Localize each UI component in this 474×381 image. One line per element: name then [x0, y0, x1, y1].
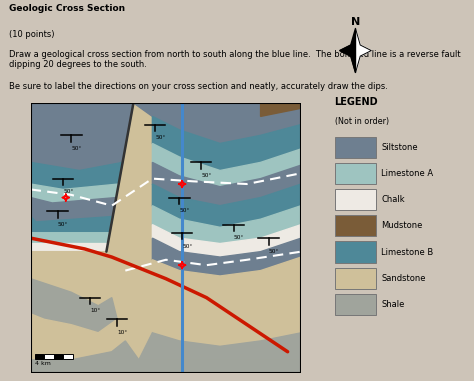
Text: Limestone B: Limestone B	[381, 248, 434, 256]
Text: Siltstone: Siltstone	[381, 142, 418, 152]
Text: Sandstone: Sandstone	[381, 274, 426, 283]
Bar	[335, 189, 376, 210]
Text: 50°: 50°	[182, 243, 192, 248]
Text: Mudstone: Mudstone	[381, 221, 423, 230]
Polygon shape	[152, 224, 301, 257]
Bar	[335, 294, 376, 315]
Text: 50°: 50°	[201, 173, 211, 178]
Bar	[44, 354, 54, 359]
Text: Chalk: Chalk	[381, 195, 405, 204]
Polygon shape	[31, 184, 118, 203]
Polygon shape	[31, 162, 123, 189]
Text: LEGEND: LEGEND	[335, 97, 378, 107]
Text: 50°: 50°	[71, 146, 82, 151]
Bar	[335, 163, 376, 184]
Polygon shape	[139, 333, 301, 360]
Polygon shape	[31, 216, 113, 233]
Polygon shape	[152, 162, 301, 206]
Text: Shale: Shale	[381, 300, 405, 309]
Bar	[335, 242, 376, 263]
Bar	[63, 354, 73, 359]
Text: Geologic Cross Section: Geologic Cross Section	[9, 4, 126, 13]
Text: 50°: 50°	[180, 208, 190, 213]
Polygon shape	[152, 116, 301, 170]
Polygon shape	[31, 103, 71, 143]
Polygon shape	[31, 103, 134, 170]
Bar	[335, 136, 376, 158]
Bar	[54, 354, 63, 359]
Text: (10 points): (10 points)	[9, 30, 55, 40]
Text: 4 km: 4 km	[35, 361, 51, 366]
Polygon shape	[31, 243, 108, 251]
Polygon shape	[31, 314, 125, 360]
Text: 50°: 50°	[269, 249, 279, 254]
Text: Be sure to label the directions on your cross section and neatly, accurately dra: Be sure to label the directions on your …	[9, 82, 388, 91]
Text: (Not in order): (Not in order)	[335, 117, 389, 126]
Text: Limestone A: Limestone A	[381, 169, 433, 178]
Polygon shape	[31, 197, 116, 222]
Polygon shape	[31, 233, 110, 243]
Polygon shape	[152, 184, 301, 227]
Text: 50°: 50°	[58, 222, 68, 227]
Bar	[35, 354, 44, 359]
Polygon shape	[152, 206, 301, 243]
Bar	[335, 267, 376, 289]
Polygon shape	[152, 143, 301, 187]
Polygon shape	[31, 251, 112, 306]
Text: 10°: 10°	[117, 330, 128, 335]
Polygon shape	[152, 238, 301, 276]
Polygon shape	[261, 103, 301, 143]
Polygon shape	[31, 279, 117, 333]
Polygon shape	[356, 29, 371, 73]
Polygon shape	[31, 341, 301, 373]
Text: 10°: 10°	[90, 309, 100, 314]
Text: 50°: 50°	[155, 135, 165, 140]
Text: 50°: 50°	[234, 235, 244, 240]
Polygon shape	[340, 29, 356, 73]
Polygon shape	[139, 257, 301, 346]
Polygon shape	[134, 103, 301, 143]
Polygon shape	[261, 103, 301, 116]
Bar	[335, 215, 376, 236]
Text: N: N	[351, 16, 360, 27]
Text: 50°: 50°	[63, 189, 73, 194]
Text: Draw a geological cross section from north to south along the blue line.  The bo: Draw a geological cross section from nor…	[9, 50, 461, 69]
